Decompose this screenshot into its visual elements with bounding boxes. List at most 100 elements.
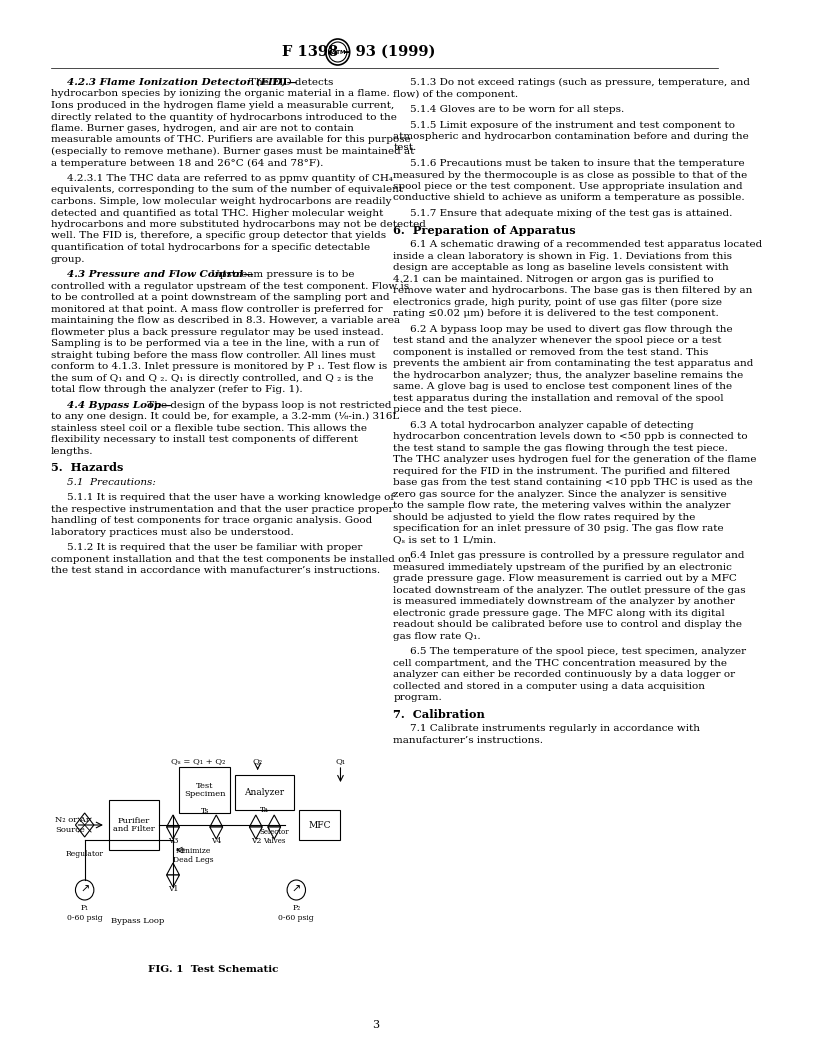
Text: and Filter: and Filter <box>113 825 155 833</box>
Text: the test stand in accordance with manufacturer’s instructions.: the test stand in accordance with manufa… <box>51 566 379 576</box>
Text: 5.1.2 It is required that the user be familiar with proper: 5.1.2 It is required that the user be fa… <box>67 543 362 552</box>
Text: Test: Test <box>196 782 214 790</box>
Bar <box>235 775 295 810</box>
Text: F 1398 – 93 (1999): F 1398 – 93 (1999) <box>282 45 436 59</box>
Text: the sum of Q₁ and Q ₂. Q₁ is directly controlled, and Q ₂ is the: the sum of Q₁ and Q ₂. Q₁ is directly co… <box>51 374 373 382</box>
Text: Qₛ = Q₁ + Q₂: Qₛ = Q₁ + Q₂ <box>171 757 225 765</box>
Text: to the sample flow rate, the metering valves within the analyzer: to the sample flow rate, the metering va… <box>393 501 731 510</box>
Text: Bypass Loop: Bypass Loop <box>112 917 165 925</box>
Text: equivalents, corresponding to the sum of the number of equivalent: equivalents, corresponding to the sum of… <box>51 186 403 194</box>
Text: the test stand to sample the gas flowing through the test piece.: the test stand to sample the gas flowing… <box>393 444 728 453</box>
Polygon shape <box>210 827 223 840</box>
Text: conform to 4.1.3. Inlet pressure is monitored by P ₁. Test flow is: conform to 4.1.3. Inlet pressure is moni… <box>51 362 387 371</box>
Text: quantification of total hydrocarbons for a specific detectable: quantification of total hydrocarbons for… <box>51 243 370 252</box>
Text: 4.2.1 can be maintained. Nitrogen or argon gas is purified to: 4.2.1 can be maintained. Nitrogen or arg… <box>393 275 714 283</box>
Text: flexibility necessary to install test components of different: flexibility necessary to install test co… <box>51 435 357 444</box>
Text: electronics grade, high purity, point of use gas filter (pore size: electronics grade, high purity, point of… <box>393 298 722 306</box>
Text: Purifier: Purifier <box>118 817 150 825</box>
Text: ASTM: ASTM <box>329 50 347 55</box>
Text: handling of test components for trace organic analysis. Good: handling of test components for trace or… <box>51 516 372 525</box>
Text: 0-60 psig: 0-60 psig <box>278 914 314 922</box>
Text: zero gas source for the analyzer. Since the analyzer is sensitive: zero gas source for the analyzer. Since … <box>393 490 727 498</box>
Text: Regulator: Regulator <box>65 850 104 857</box>
Bar <box>299 810 340 840</box>
Text: stainless steel coil or a flexible tube section. This allows the: stainless steel coil or a flexible tube … <box>51 423 366 433</box>
Text: Analyzer: Analyzer <box>245 788 285 797</box>
Text: The FID detects: The FID detects <box>250 78 334 87</box>
Polygon shape <box>210 815 223 827</box>
Text: 6.4 Inlet gas pressure is controlled by a pressure regulator and: 6.4 Inlet gas pressure is controlled by … <box>410 551 744 560</box>
Text: grade pressure gage. Flow measurement is carried out by a MFC: grade pressure gage. Flow measurement is… <box>393 574 738 583</box>
Polygon shape <box>268 815 281 827</box>
Text: is measured immediately downstream of the analyzer by another: is measured immediately downstream of th… <box>393 597 735 606</box>
Text: located downstream of the analyzer. The outlet pressure of the gas: located downstream of the analyzer. The … <box>393 585 746 595</box>
Text: 4.3 Pressure and Flow Control—: 4.3 Pressure and Flow Control— <box>67 270 254 279</box>
Polygon shape <box>250 827 262 840</box>
Text: the respective instrumentation and that the user practice proper: the respective instrumentation and that … <box>51 505 393 513</box>
Text: 7.1 Calibrate instruments regularly in accordance with: 7.1 Calibrate instruments regularly in a… <box>410 724 700 733</box>
Polygon shape <box>166 827 180 840</box>
Text: measured immediately upstream of the purified by an electronic: measured immediately upstream of the pur… <box>393 563 732 571</box>
Text: controlled with a regulator upstream of the test component. Flow is: controlled with a regulator upstream of … <box>51 282 409 290</box>
Text: hydrocarbons and more substituted hydrocarbons may not be detected: hydrocarbons and more substituted hydroc… <box>51 220 425 229</box>
Text: required for the FID in the instrument. The purified and filtered: required for the FID in the instrument. … <box>393 467 730 475</box>
Text: Qₛ is set to 1 L/min.: Qₛ is set to 1 L/min. <box>393 535 497 545</box>
Text: straight tubing before the mass flow controller. All lines must: straight tubing before the mass flow con… <box>51 351 375 359</box>
Text: directly related to the quantity of hydrocarbons introduced to the: directly related to the quantity of hydr… <box>51 113 397 121</box>
Text: ↗: ↗ <box>80 885 89 895</box>
Text: carbons. Simple, low molecular weight hydrocarbons are readily: carbons. Simple, low molecular weight hy… <box>51 197 391 206</box>
Text: Specimen: Specimen <box>184 790 225 798</box>
Text: V3: V3 <box>168 837 178 845</box>
Text: Q₁: Q₁ <box>335 757 345 765</box>
Text: 7.  Calibration: 7. Calibration <box>393 709 486 719</box>
Text: Sampling is to be performed via a tee in the line, with a run of: Sampling is to be performed via a tee in… <box>51 339 379 348</box>
Text: maintaining the flow as described in 8.3. However, a variable area: maintaining the flow as described in 8.3… <box>51 316 400 325</box>
Polygon shape <box>268 827 281 840</box>
Text: Selector
Valves: Selector Valves <box>259 828 289 845</box>
Text: to be controlled at a point downstream of the sampling port and: to be controlled at a point downstream o… <box>51 293 389 302</box>
Text: electronic grade pressure gage. The MFC along with its digital: electronic grade pressure gage. The MFC … <box>393 608 725 618</box>
Text: 5.1  Precautions:: 5.1 Precautions: <box>67 477 156 487</box>
Text: V2: V2 <box>251 837 261 845</box>
Polygon shape <box>166 815 180 827</box>
Text: test apparatus during the installation and removal of the spool: test apparatus during the installation a… <box>393 394 724 402</box>
Text: (especially to remove methane). Burner gases must be maintained at: (especially to remove methane). Burner g… <box>51 147 414 156</box>
Text: The design of the bypass loop is not restricted: The design of the bypass loop is not res… <box>144 400 392 410</box>
Text: N₂ or Ar
Source: N₂ or Ar Source <box>55 816 90 833</box>
Polygon shape <box>250 815 262 827</box>
Text: Ions produced in the hydrogen flame yield a measurable current,: Ions produced in the hydrogen flame yiel… <box>51 101 394 110</box>
Text: 6.  Preparation of Apparatus: 6. Preparation of Apparatus <box>393 225 576 235</box>
Text: analyzer can either be recorded continuously by a data logger or: analyzer can either be recorded continuo… <box>393 670 735 679</box>
Text: ↗: ↗ <box>291 885 301 895</box>
Text: to any one design. It could be, for example, a 3.2-mm (⅛-in.) 316L: to any one design. It could be, for exam… <box>51 412 399 421</box>
Text: specification for an inlet pressure of 30 psig. The gas flow rate: specification for an inlet pressure of 3… <box>393 524 724 533</box>
Text: V1: V1 <box>168 885 178 893</box>
Text: total flow through the analyzer (refer to Fig. 1).: total flow through the analyzer (refer t… <box>51 385 302 394</box>
Text: should be adjusted to yield the flow rates required by the: should be adjusted to yield the flow rat… <box>393 512 696 522</box>
Text: detected and quantified as total THC. Higher molecular weight: detected and quantified as total THC. Hi… <box>51 208 383 218</box>
Text: FIG. 1  Test Schematic: FIG. 1 Test Schematic <box>148 965 278 974</box>
Text: Q₂: Q₂ <box>253 757 263 765</box>
Text: 0-60 psig: 0-60 psig <box>67 914 103 922</box>
Text: spool piece or the test component. Use appropriate insulation and: spool piece or the test component. Use a… <box>393 182 743 191</box>
Text: 6.2 A bypass loop may be used to divert gas flow through the: 6.2 A bypass loop may be used to divert … <box>410 324 733 334</box>
Text: flow) of the component.: flow) of the component. <box>393 90 518 98</box>
Text: readout should be calibrated before use to control and display the: readout should be calibrated before use … <box>393 620 743 629</box>
Text: 6.5 The temperature of the spool piece, test specimen, analyzer: 6.5 The temperature of the spool piece, … <box>410 647 746 656</box>
Text: 3: 3 <box>372 1020 379 1030</box>
Text: test.: test. <box>393 144 417 152</box>
Text: inside a clean laboratory is shown in Fig. 1. Deviations from this: inside a clean laboratory is shown in Fi… <box>393 251 733 261</box>
Text: program.: program. <box>393 693 442 702</box>
Text: lengths.: lengths. <box>51 447 93 455</box>
Text: P₁: P₁ <box>81 904 89 912</box>
Polygon shape <box>75 813 94 837</box>
Text: 5.1.7 Ensure that adequate mixing of the test gas is attained.: 5.1.7 Ensure that adequate mixing of the… <box>410 209 732 218</box>
Text: MFC: MFC <box>308 821 331 830</box>
Text: hydrocarbon concentration levels down to <50 ppb is connected to: hydrocarbon concentration levels down to… <box>393 432 748 441</box>
Text: well. The FID is, therefore, a specific group detector that yields: well. The FID is, therefore, a specific … <box>51 231 386 241</box>
Text: a temperature between 18 and 26°C (64 and 78°F).: a temperature between 18 and 26°C (64 an… <box>51 158 323 168</box>
Text: Minimize
Dead Legs: Minimize Dead Legs <box>173 847 214 864</box>
Text: Ts: Ts <box>201 807 209 815</box>
Text: flame. Burner gases, hydrogen, and air are not to contain: flame. Burner gases, hydrogen, and air a… <box>51 124 353 133</box>
Bar <box>180 767 230 813</box>
